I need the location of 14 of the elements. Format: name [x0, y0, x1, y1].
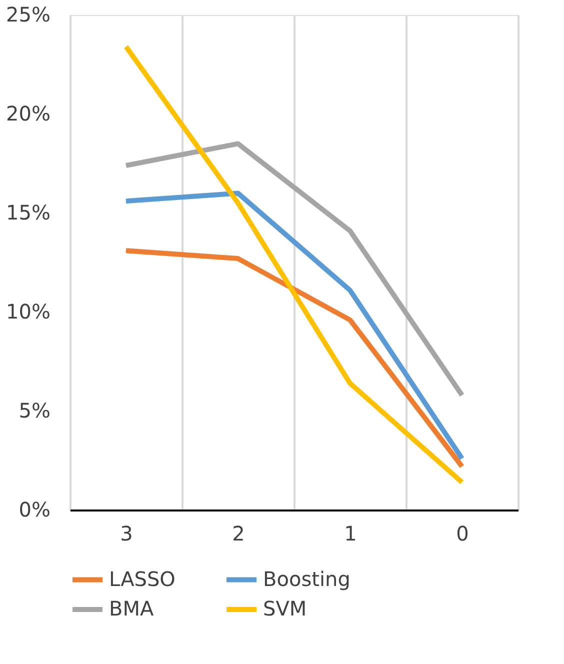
legend-label: SVM [263, 596, 307, 620]
x-tick-label: 3 [120, 522, 133, 546]
y-tick-label: 5% [18, 398, 50, 422]
y-tick-label: 0% [18, 498, 50, 522]
x-tick-label: 2 [232, 522, 245, 546]
y-tick-label: 15% [6, 200, 50, 224]
legend-label: BMA [109, 596, 154, 620]
x-tick-label: 1 [344, 522, 357, 546]
y-tick-label: 25% [6, 2, 50, 26]
y-tick-label: 20% [6, 102, 50, 126]
y-tick-label: 10% [6, 300, 50, 324]
x-tick-label: 0 [456, 522, 469, 546]
legend-label: LASSO [109, 566, 176, 591]
legend-label: Boosting [263, 566, 350, 591]
